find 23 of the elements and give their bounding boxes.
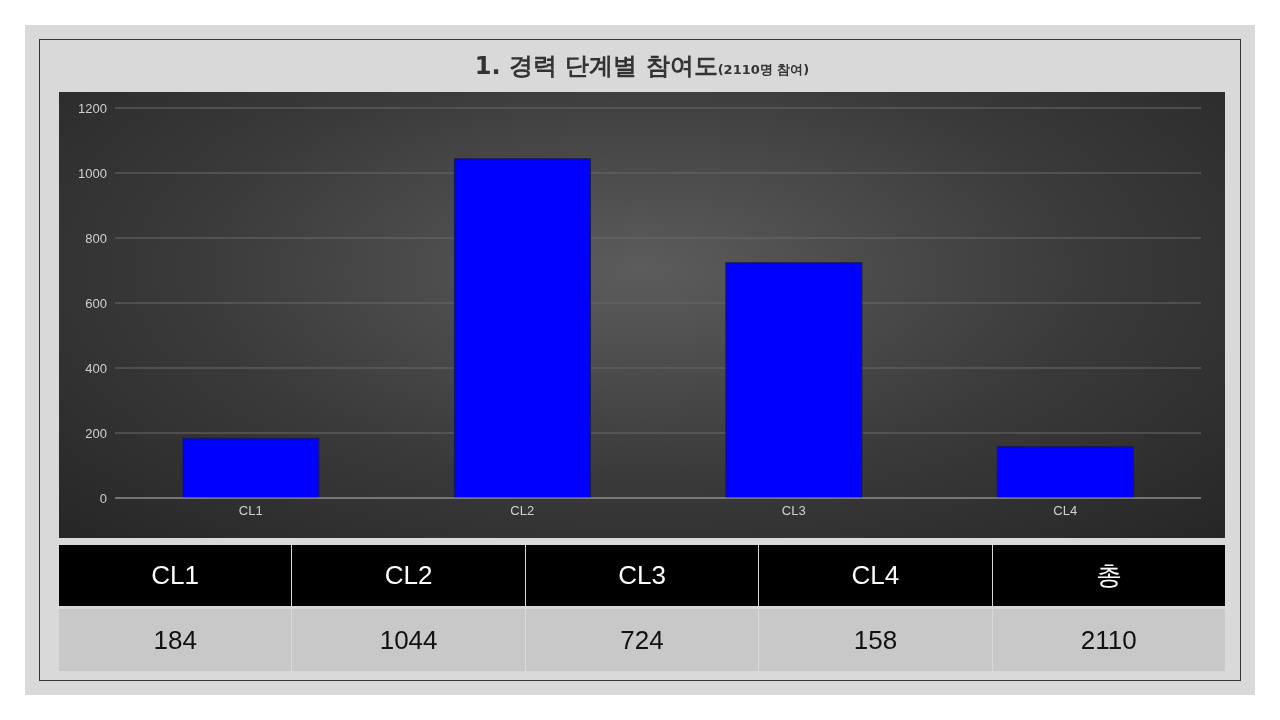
y-tick-label: 400 [85,360,107,376]
y-tick-label: 1200 [78,100,107,116]
category-label: CL1 [151,560,200,590]
x-tick-label: CL3 [781,503,806,519]
category-label: CL4 [851,560,900,590]
text: 총 [992,545,1226,606]
x-tick-label: CL2 [510,503,535,519]
text: 184 [59,609,293,671]
y-tick-label: 0 [99,490,107,506]
y-tick-label: 200 [85,425,107,441]
text: 724 [525,609,760,671]
x-tick-label: CL1 [238,503,263,519]
category-label: CL3 [618,560,666,590]
y-tick-label: 800 [85,230,107,246]
category-label: CL2 [384,560,433,590]
y-tick-label: 1000 [78,165,107,181]
chart-subtitle: (2110명 참여) [717,62,810,77]
chart-title: 1. 경력 단계별 참여도 [474,52,718,80]
y-tick-label: 600 [85,295,107,311]
text: 2110 [992,609,1226,671]
text: 158 [759,609,993,671]
x-tick-label: CL4 [1053,503,1078,519]
text: 1044 [292,609,526,671]
